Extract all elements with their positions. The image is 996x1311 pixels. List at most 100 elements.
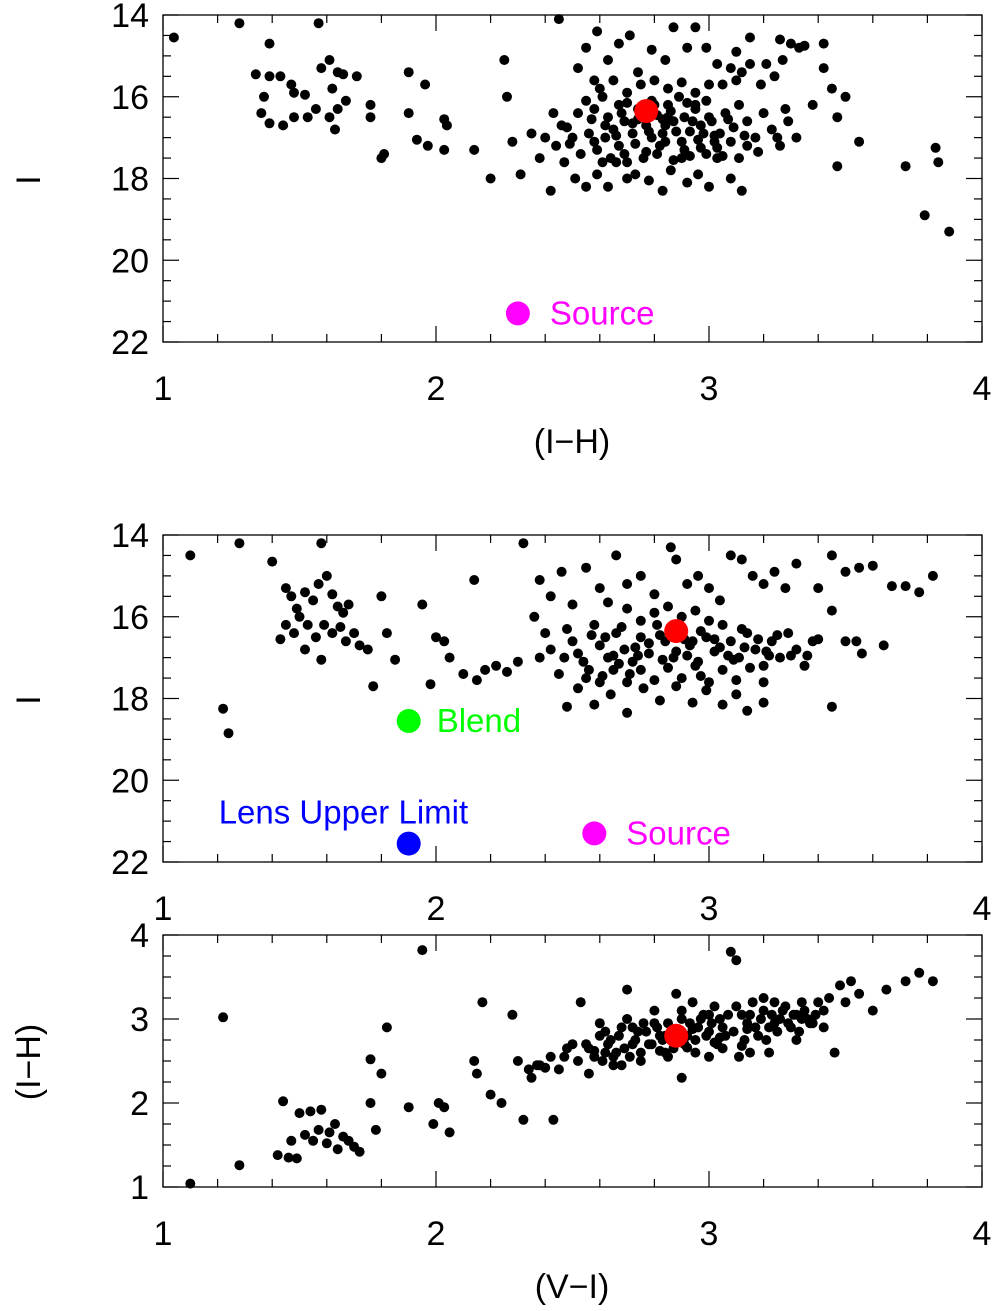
data-point xyxy=(534,652,545,663)
x-tick-label: 2 xyxy=(427,370,446,408)
data-point xyxy=(731,675,742,686)
data-point xyxy=(597,671,608,681)
data-point xyxy=(403,67,414,78)
data-point xyxy=(439,636,450,647)
data-point xyxy=(581,1039,592,1050)
data-point xyxy=(914,967,925,978)
y-tick-label: 18 xyxy=(111,681,149,719)
data-point xyxy=(256,108,267,119)
data-point xyxy=(758,108,769,119)
data-point xyxy=(701,95,712,106)
data-point xyxy=(283,1152,294,1163)
data-point xyxy=(390,654,401,665)
data-point xyxy=(354,1146,365,1157)
data-point xyxy=(594,1018,605,1029)
data-point xyxy=(772,1026,783,1037)
data-point xyxy=(641,1026,652,1037)
data-point xyxy=(439,144,450,155)
data-point xyxy=(564,138,575,149)
x-tick-label: 4 xyxy=(973,1215,992,1253)
data-point xyxy=(362,644,373,655)
data-point xyxy=(264,71,275,82)
data-point xyxy=(594,83,605,94)
data-point xyxy=(603,1039,613,1050)
data-point xyxy=(573,108,583,119)
data-point xyxy=(690,605,701,616)
data-point xyxy=(583,1068,594,1079)
data-point xyxy=(575,997,586,1008)
data-point xyxy=(745,1047,755,1058)
data-point xyxy=(411,134,422,145)
data-point xyxy=(439,1102,450,1113)
data-point xyxy=(234,18,245,29)
data-point xyxy=(668,22,679,33)
data-point xyxy=(728,122,739,133)
data-point xyxy=(739,642,750,653)
data-point xyxy=(278,120,289,131)
data-point xyxy=(687,116,698,127)
data-point xyxy=(608,1051,619,1062)
data-point xyxy=(589,1045,600,1056)
data-point xyxy=(810,1009,821,1020)
plot-frame xyxy=(162,934,983,1188)
data-point xyxy=(313,1124,324,1135)
data-point xyxy=(772,132,783,143)
data-point xyxy=(695,120,706,131)
data-point xyxy=(540,132,551,143)
tick-labels: 1 2 3 4 1 2 3 4 xyxy=(130,917,991,1253)
lens-upper-limit-label: Lens Upper Limit xyxy=(219,794,468,831)
data-point xyxy=(275,634,286,645)
panel-i-vs-vi: Blend Lens Upper Limit Source 1 2 3 4 14 16 18 20… xyxy=(10,517,991,928)
data-point xyxy=(600,1047,611,1058)
data-point xyxy=(556,566,567,577)
data-point xyxy=(340,636,351,647)
data-point xyxy=(698,128,709,139)
data-point xyxy=(327,83,338,94)
data-point xyxy=(690,660,701,671)
data-point xyxy=(687,636,698,647)
data-point xyxy=(469,144,480,155)
data-point xyxy=(589,75,600,86)
data-point xyxy=(619,644,630,655)
x-tick-label: 2 xyxy=(427,1215,446,1253)
data-point xyxy=(313,579,324,589)
data-points xyxy=(185,945,938,1189)
data-point xyxy=(704,79,714,90)
data-point xyxy=(734,1051,744,1062)
data-point xyxy=(745,59,755,69)
data-points xyxy=(168,14,955,237)
data-point xyxy=(512,1056,523,1066)
x-tick-label: 2 xyxy=(427,890,446,928)
data-point xyxy=(507,1009,518,1020)
data-point xyxy=(758,660,769,671)
data-point xyxy=(512,656,523,667)
data-point xyxy=(289,87,299,98)
data-point xyxy=(280,619,291,630)
data-point xyxy=(613,140,624,151)
data-point xyxy=(881,984,892,995)
data-point xyxy=(646,1039,657,1050)
data-point xyxy=(630,169,641,180)
data-point xyxy=(324,55,335,65)
data-point xyxy=(638,683,649,694)
data-point xyxy=(747,997,758,1008)
data-point xyxy=(556,120,567,131)
data-point xyxy=(709,130,720,141)
data-point xyxy=(725,946,736,957)
data-point xyxy=(381,1022,392,1033)
data-point xyxy=(682,1042,693,1053)
x-tick-label: 1 xyxy=(154,890,173,928)
data-point xyxy=(783,628,794,639)
data-point xyxy=(704,1051,714,1062)
data-point xyxy=(529,611,540,622)
data-point xyxy=(567,599,578,610)
data-point xyxy=(365,1054,376,1065)
red-clump-marker xyxy=(634,99,659,124)
data-point xyxy=(267,556,278,567)
data-point xyxy=(717,619,728,630)
data-point xyxy=(796,997,807,1008)
data-point xyxy=(671,988,682,999)
data-point xyxy=(654,695,665,706)
data-point xyxy=(619,1043,630,1054)
data-point xyxy=(553,669,564,679)
